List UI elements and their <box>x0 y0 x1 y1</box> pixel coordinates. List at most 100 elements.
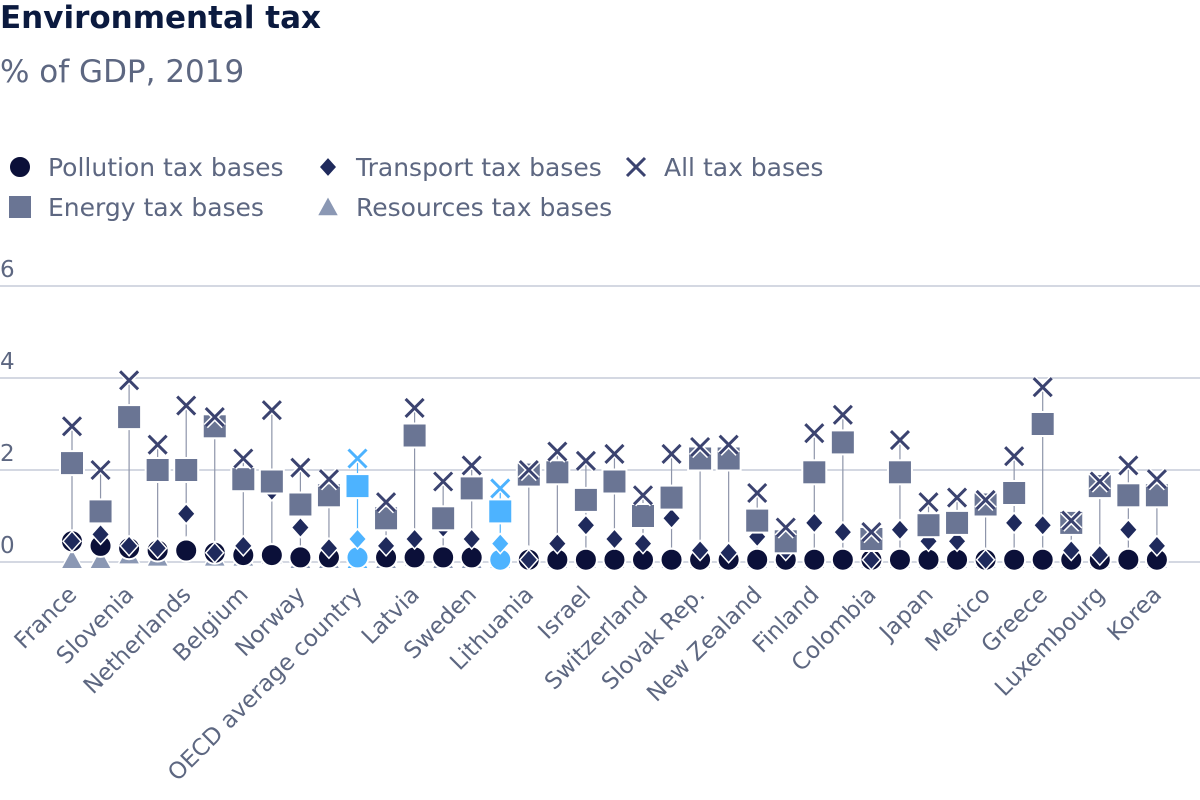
energy-marker <box>287 491 314 518</box>
all-marker <box>403 396 426 420</box>
all-marker <box>888 428 912 452</box>
all-marker-stroke <box>375 492 397 513</box>
all-marker <box>1060 509 1083 532</box>
energy-marker <box>544 459 571 486</box>
transport-marker <box>176 502 197 525</box>
legend-item-triangle: Resources tax bases <box>315 193 612 222</box>
all-marker <box>517 458 540 482</box>
country-markers <box>344 447 371 570</box>
transport-marker <box>518 548 539 571</box>
transport-marker <box>547 532 568 555</box>
all-marker-stroke <box>946 487 968 508</box>
energy-marker <box>173 457 200 483</box>
transport-marker <box>61 530 83 553</box>
energy-marker <box>116 404 143 431</box>
energy-marker <box>430 505 457 532</box>
country-markers <box>487 477 514 572</box>
transport-marker <box>1004 511 1025 535</box>
all-marker <box>974 488 997 512</box>
legend-item-circle: Pollution tax bases <box>8 153 284 182</box>
country-markers <box>230 447 257 568</box>
country-markers <box>1029 376 1056 572</box>
all-marker-stroke <box>1061 510 1082 531</box>
all-marker-stroke <box>1118 455 1139 476</box>
all-marker-stroke <box>775 517 796 538</box>
energy-marker <box>601 468 628 495</box>
transport-marker <box>604 527 625 551</box>
energy-marker <box>658 484 685 511</box>
country-markers <box>630 484 656 572</box>
transport-marker <box>376 534 397 558</box>
legend-label: Resources tax bases <box>356 193 612 222</box>
all-marker-stroke <box>747 482 768 504</box>
y-tick-label: 0 <box>0 533 15 559</box>
grid-lines <box>0 285 1200 563</box>
all-marker <box>260 399 283 422</box>
transport-marker <box>575 514 596 537</box>
transport-marker <box>718 541 739 564</box>
all-marker-stroke <box>804 423 825 444</box>
energy-marker <box>258 468 285 495</box>
all-marker-stroke <box>318 469 340 490</box>
all-marker <box>717 433 740 456</box>
all-marker <box>1003 445 1026 468</box>
all-marker-stroke <box>975 489 996 510</box>
energy-marker <box>1001 480 1028 506</box>
country-markers <box>1001 445 1028 572</box>
all-marker <box>631 484 655 507</box>
pollution-marker <box>431 545 456 570</box>
energy-marker <box>744 507 771 534</box>
energy-marker <box>87 498 114 525</box>
pollution-marker <box>830 547 855 572</box>
transport-marker <box>889 518 910 541</box>
country-markers <box>687 435 714 572</box>
transport-marker <box>290 516 311 539</box>
country-markers <box>430 470 457 570</box>
country-markers <box>1143 468 1170 572</box>
legend-label: Pollution tax bases <box>48 153 284 182</box>
transport-marker <box>690 539 711 562</box>
transport-marker <box>147 537 168 560</box>
all-marker-stroke <box>147 434 168 455</box>
country-markers <box>1058 509 1085 572</box>
y-axis-ticks: 0 2 4 6 <box>0 257 15 559</box>
all-marker-stroke <box>861 522 882 543</box>
all-marker <box>746 481 769 505</box>
all-marker-stroke <box>632 485 654 506</box>
legend-x-icon <box>624 155 648 179</box>
transport-marker <box>347 527 368 551</box>
all-marker <box>203 405 226 429</box>
all-marker <box>489 477 512 500</box>
legend-label: All tax bases <box>664 153 823 182</box>
y-tick-label: 4 <box>0 349 15 375</box>
all-marker-stroke <box>404 397 425 418</box>
all-marker-stroke <box>1032 377 1053 398</box>
all-marker <box>374 491 398 514</box>
pollution-marker <box>1116 547 1141 572</box>
all-marker <box>917 491 940 514</box>
legend: Pollution tax bases Transport tax bases Al… <box>7 153 823 222</box>
country-markers <box>144 433 171 568</box>
pollution-marker <box>288 545 313 570</box>
country-markers <box>201 405 228 568</box>
pollution-marker <box>573 547 598 572</box>
country-markers <box>287 456 314 570</box>
country-markers <box>744 481 771 572</box>
all-marker <box>574 449 598 472</box>
transport-marker <box>832 520 853 544</box>
pollution-marker <box>259 543 284 568</box>
all-marker <box>117 369 141 392</box>
all-marker-stroke <box>1146 469 1167 490</box>
pollution-marker <box>602 547 627 572</box>
country-markers <box>658 442 685 572</box>
country-markers <box>116 369 143 565</box>
pollution-marker <box>887 547 912 572</box>
all-marker-stroke <box>547 441 568 462</box>
energy-marker <box>1029 411 1056 437</box>
chart-subtitle: % of GDP, 2019 <box>0 54 245 90</box>
country-markers <box>258 399 285 568</box>
all-marker <box>1145 468 1169 491</box>
country-markers <box>858 520 885 572</box>
energy-marker <box>344 473 371 500</box>
transport-marker <box>1146 534 1167 558</box>
